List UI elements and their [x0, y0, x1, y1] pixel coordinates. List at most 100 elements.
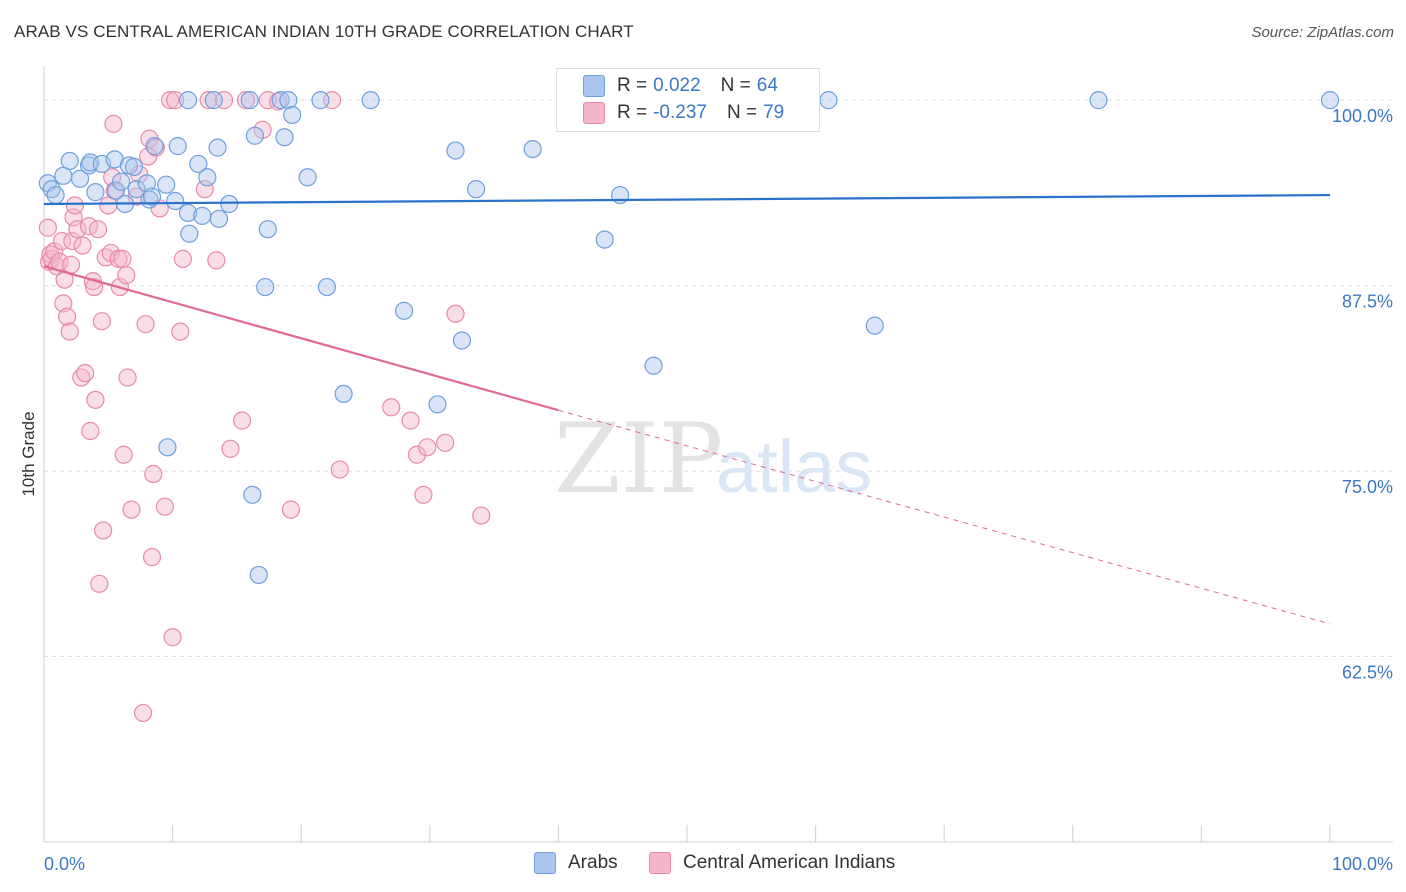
cai-point	[109, 249, 128, 268]
cai-point	[418, 438, 437, 457]
n-label: N =	[726, 102, 758, 123]
cai-point	[214, 91, 234, 110]
arab-point	[271, 91, 290, 110]
legend-item-central-american-indians[interactable]: Central American Indians	[649, 852, 895, 874]
x-tick-label: 0.0%	[44, 854, 85, 874]
arab-point	[166, 191, 185, 211]
cai-point	[133, 703, 153, 723]
r-value-cai: -0.237	[653, 102, 707, 123]
watermark: ZIP atlas	[554, 403, 872, 515]
arab-point	[46, 185, 65, 205]
arab-point	[157, 175, 176, 194]
cai-point	[63, 231, 82, 251]
arab-point	[106, 181, 126, 200]
cai-point	[407, 445, 427, 464]
cai-point	[81, 421, 100, 441]
series-central-american-indians	[38, 91, 491, 723]
arab-point	[283, 105, 302, 125]
cai-point	[195, 180, 214, 199]
series-arabs	[38, 91, 1340, 585]
cai-point	[173, 249, 192, 268]
y-axis-label: 10th Grade	[19, 411, 38, 496]
cai-point	[58, 307, 77, 326]
cai-point	[85, 277, 104, 297]
cai-point	[54, 294, 73, 313]
arab-point	[86, 183, 105, 202]
stats-row-arabs: R = 0.022 N = 64	[583, 73, 778, 99]
arab-point	[275, 128, 294, 147]
r-label: R =	[617, 75, 648, 96]
arab-point	[240, 91, 259, 110]
cai-point	[122, 500, 141, 519]
arab-point	[361, 91, 380, 110]
arab-point	[243, 485, 262, 504]
cai-point	[60, 322, 79, 341]
arab-point	[142, 187, 162, 206]
arab-point	[208, 138, 227, 157]
cai-point	[144, 464, 163, 484]
cai-point	[52, 231, 72, 251]
cai-point	[414, 485, 433, 504]
cai-point	[236, 91, 256, 110]
cai-point	[199, 91, 218, 110]
arab-point	[178, 91, 198, 110]
arab-point	[204, 91, 223, 110]
arab-point	[865, 316, 884, 335]
watermark-zip: ZIP	[554, 403, 723, 515]
arab-point	[81, 153, 100, 172]
axis-layer	[43, 66, 1393, 843]
arab-point	[279, 91, 298, 110]
arab-point	[112, 172, 131, 191]
legend-label-central-american-indians: Central American Indians	[683, 852, 896, 873]
arab-point	[178, 203, 198, 222]
arab-point	[145, 137, 164, 156]
arab-point	[249, 565, 268, 585]
cai-point	[104, 114, 123, 133]
arab-point	[198, 168, 217, 187]
cai-point	[83, 272, 102, 291]
cai-point	[76, 364, 95, 383]
arab-point	[317, 277, 337, 297]
stats-legend: R = 0.022 N = 64 R = -0.237 N = 79	[556, 68, 820, 132]
arab-trend-line	[43, 193, 1331, 206]
cai-point	[114, 445, 133, 464]
arab-point	[70, 169, 90, 188]
n-value-cai: 79	[763, 102, 785, 123]
cai-point	[73, 236, 92, 255]
watermark-atlas: atlas	[716, 425, 872, 508]
cai-point	[436, 433, 455, 452]
arab-point	[60, 151, 79, 171]
cai-legend-swatch	[649, 852, 671, 874]
legend-item-arabs[interactable]: Arabs	[534, 852, 618, 874]
cai-point	[88, 220, 108, 239]
y-tick-label: 100.0%	[1332, 106, 1393, 126]
arab-point	[446, 141, 465, 160]
cai-point	[90, 574, 109, 593]
cai-point	[38, 218, 57, 237]
arab-point	[168, 137, 187, 156]
cai-point	[142, 548, 162, 567]
cai-point	[86, 390, 105, 409]
cai-point	[136, 315, 155, 334]
arab-point	[258, 220, 277, 239]
cai-point	[68, 220, 87, 239]
arab-point	[311, 91, 330, 110]
cai-trend-line	[43, 265, 559, 412]
x-tick-label: 100.0%	[1332, 854, 1393, 874]
arab-point	[298, 168, 317, 187]
cai-point	[163, 628, 182, 647]
y-tick-label: 87.5%	[1342, 292, 1393, 312]
cai-point	[92, 312, 111, 331]
arab-point	[209, 209, 228, 228]
arab-point	[523, 139, 542, 159]
n-value-arabs: 64	[756, 75, 778, 96]
arab-point	[428, 395, 447, 414]
cai-point	[221, 439, 240, 458]
arab-point	[220, 194, 239, 214]
r-value-arabs: 0.022	[653, 75, 701, 96]
cai-point	[446, 304, 465, 323]
cai-trend-extension	[558, 409, 1331, 625]
label-layer: 62.5% 75.0% 87.5% 100.0% 0.0% 100.0% 10th Grad…	[19, 106, 1393, 874]
cai-point	[160, 91, 180, 110]
